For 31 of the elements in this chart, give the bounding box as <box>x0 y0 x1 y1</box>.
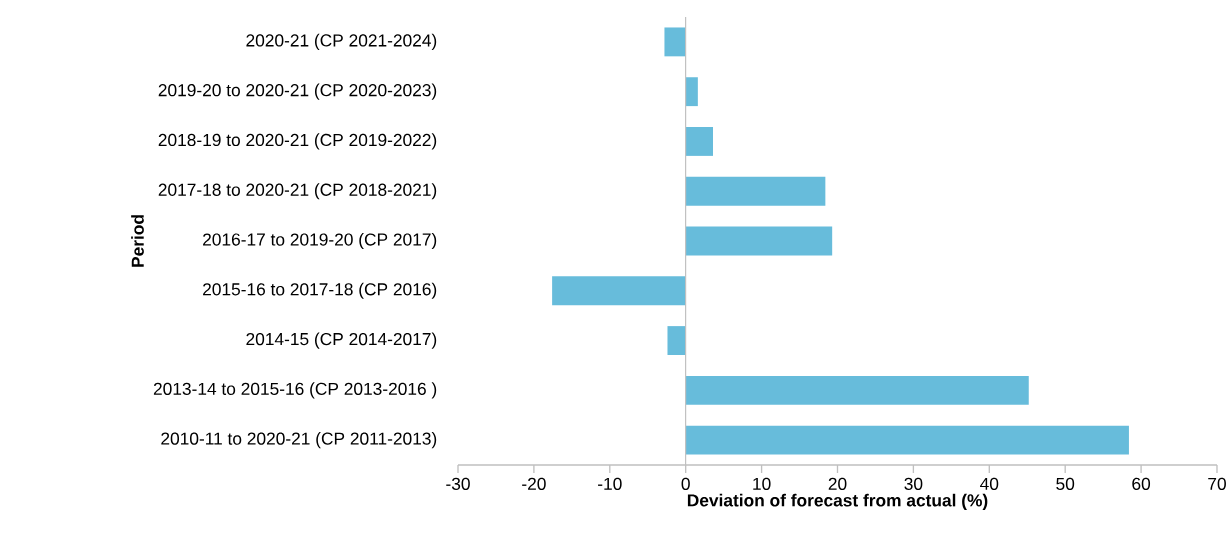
x-tick-label: 20 <box>828 477 847 490</box>
y-tick-label: 2018-19 to 2020-21 (CP 2019-2022) <box>158 133 437 150</box>
x-tick-label: 0 <box>681 477 690 490</box>
y-tick-label: 2010-11 to 2020-21 (CP 2011-2013) <box>161 432 437 449</box>
y-tick-label: 2015-16 to 2017-18 (CP 2016) <box>203 282 437 299</box>
x-tick-label: 30 <box>904 477 923 490</box>
x-tick-label: -10 <box>598 477 622 490</box>
bar <box>685 226 833 256</box>
y-tick-label: 2017-18 to 2020-21 (CP 2018-2021) <box>158 183 437 200</box>
y-tick-label: 2020-21 (CP 2021-2024) <box>246 33 437 50</box>
x-tick-label: -30 <box>446 477 470 490</box>
bar <box>685 127 714 156</box>
bar <box>667 326 686 355</box>
y-tick-label: 2016-17 to 2019-20 (CP 2017) <box>203 232 437 250</box>
x-tick-label: -20 <box>522 477 546 490</box>
bar <box>685 375 1029 405</box>
bar <box>685 176 826 206</box>
x-tick-label: 60 <box>1132 477 1151 490</box>
x-tick-label: 40 <box>980 477 999 490</box>
x-tick-label: 70 <box>1208 477 1226 490</box>
x-tick-label: 10 <box>753 477 771 490</box>
y-tick-label: 2019-20 to 2020-21 (CP 2020-2023) <box>158 83 437 100</box>
bar <box>664 27 686 57</box>
y-axis-title: Period <box>131 215 144 267</box>
x-tick-label: 50 <box>1056 477 1075 490</box>
bar <box>552 276 686 306</box>
y-tick-label: 2013-14 to 2015-16 (CP 2013-2016 ) <box>153 382 437 399</box>
x-axis-title: Deviation of forecast from actual (%) <box>687 493 988 510</box>
y-tick-label: 2014-15 (CP 2014-2017) <box>246 332 437 349</box>
bar <box>685 425 1129 455</box>
bar <box>685 77 698 107</box>
